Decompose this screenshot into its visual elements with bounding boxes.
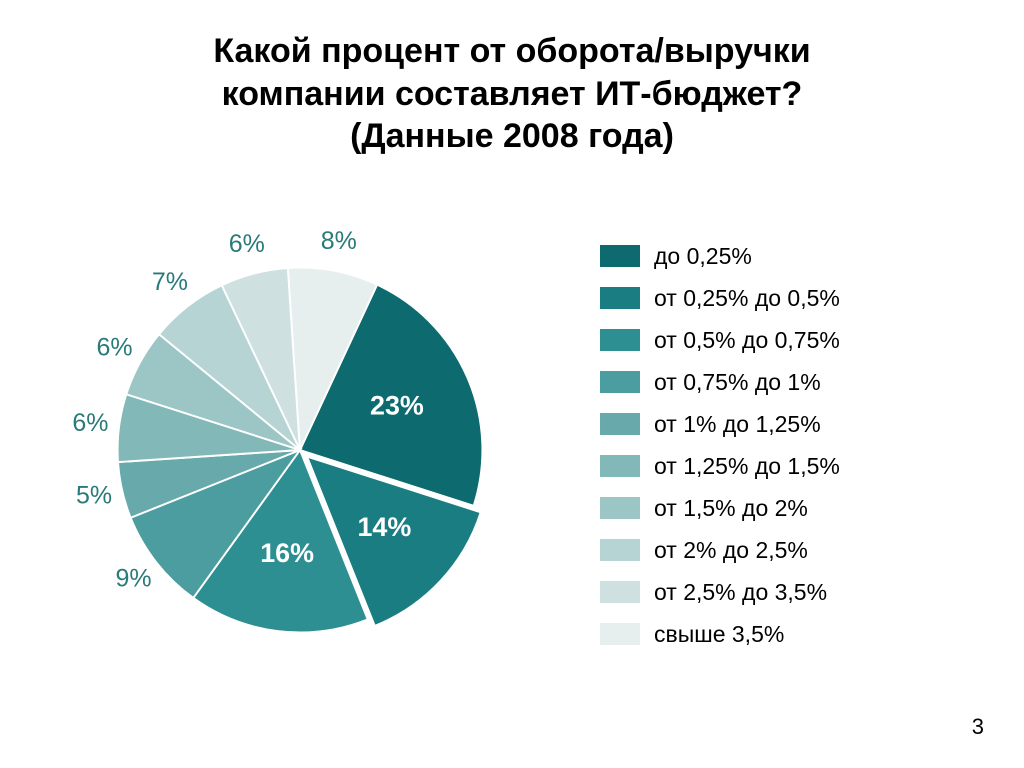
slice-label: 5% <box>76 481 112 509</box>
legend-item: от 2,5% до 3,5% <box>600 571 840 613</box>
pie-chart: 23% 14% 16% 9% 5% 6% 6% 7% 6% 8% <box>60 200 540 700</box>
legend-label: от 2% до 2,5% <box>654 537 808 564</box>
slice-label: 23% <box>370 391 424 421</box>
slide: Какой процент от оборота/выручкикомпании… <box>0 0 1024 768</box>
slice-label: 8% <box>321 227 357 255</box>
slice-label: 14% <box>357 512 411 542</box>
legend-swatch <box>600 329 640 351</box>
legend-swatch <box>600 371 640 393</box>
legend-swatch <box>600 455 640 477</box>
legend-swatch <box>600 287 640 309</box>
legend-item: от 1,25% до 1,5% <box>600 445 840 487</box>
page-title: Какой процент от оборота/выручкикомпании… <box>0 30 1024 158</box>
legend-item: от 0,5% до 0,75% <box>600 319 840 361</box>
legend-item: от 0,25% до 0,5% <box>600 277 840 319</box>
legend-swatch <box>600 413 640 435</box>
slice-label: 16% <box>260 538 314 568</box>
legend-swatch <box>600 245 640 267</box>
slice-label: 7% <box>152 268 188 296</box>
slice-label: 9% <box>116 565 152 593</box>
legend-label: от 1,5% до 2% <box>654 495 808 522</box>
legend-label: до 0,25% <box>654 243 752 270</box>
slice-label: 6% <box>229 230 265 258</box>
legend-item: свыше 3,5% <box>600 613 840 655</box>
slice-label: 6% <box>97 333 133 361</box>
legend-swatch <box>600 539 640 561</box>
page-number: 3 <box>972 714 984 740</box>
legend: до 0,25% от 0,25% до 0,5% от 0,5% до 0,75%… <box>600 235 840 655</box>
legend-label: от 2,5% до 3,5% <box>654 579 827 606</box>
legend-label: от 1,25% до 1,5% <box>654 453 840 480</box>
legend-label: от 0,25% до 0,5% <box>654 285 840 312</box>
legend-swatch <box>600 497 640 519</box>
legend-item: до 0,25% <box>600 235 840 277</box>
legend-item: от 2% до 2,5% <box>600 529 840 571</box>
legend-label: от 0,75% до 1% <box>654 369 821 396</box>
pie-svg: 23% 14% 16% 9% 5% 6% 6% 7% 6% 8% <box>60 200 540 700</box>
legend-label: свыше 3,5% <box>654 621 784 648</box>
legend-item: от 1,5% до 2% <box>600 487 840 529</box>
legend-label: от 0,5% до 0,75% <box>654 327 840 354</box>
legend-swatch <box>600 623 640 645</box>
slice-label: 6% <box>72 409 108 437</box>
legend-swatch <box>600 581 640 603</box>
legend-label: от 1% до 1,25% <box>654 411 821 438</box>
legend-item: от 0,75% до 1% <box>600 361 840 403</box>
legend-item: от 1% до 1,25% <box>600 403 840 445</box>
